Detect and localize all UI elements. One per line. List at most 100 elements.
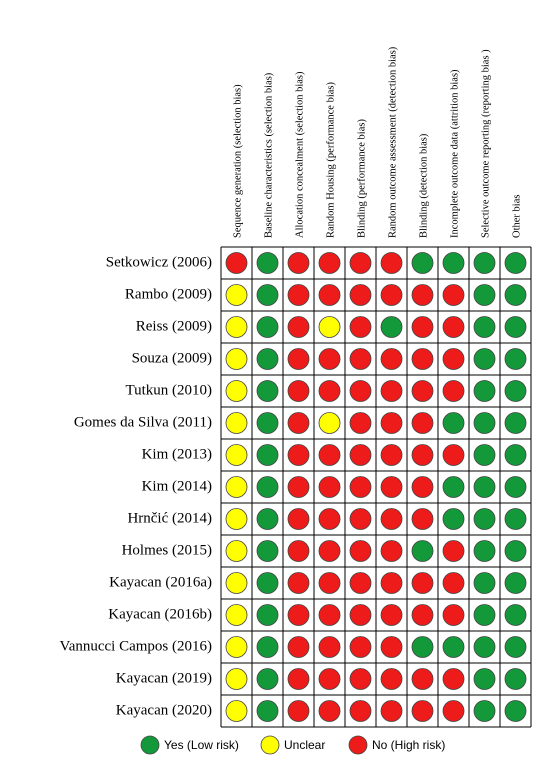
rating xyxy=(318,668,341,690)
rating xyxy=(225,252,248,274)
rating xyxy=(504,284,527,306)
study-label: Holmes (2015) xyxy=(122,542,212,558)
rating xyxy=(318,476,341,498)
study-label: Souza (2009) xyxy=(132,350,212,366)
column-header: Incomplete outcome data (attrition bias) xyxy=(450,69,461,238)
rating xyxy=(504,572,527,594)
rating xyxy=(256,380,279,402)
rating xyxy=(225,700,248,722)
rating xyxy=(256,252,279,274)
rating xyxy=(442,316,465,338)
legend-label: Yes (Low risk) xyxy=(164,738,239,752)
rating xyxy=(287,444,310,466)
rating xyxy=(442,508,465,530)
rating xyxy=(411,636,434,658)
study-label: Gomes da Silva (2011) xyxy=(74,414,212,430)
rating xyxy=(349,604,372,626)
rating xyxy=(349,476,372,498)
rating xyxy=(256,636,279,658)
rating xyxy=(473,508,496,530)
rating xyxy=(225,476,248,498)
rating xyxy=(256,508,279,530)
rating xyxy=(318,252,341,274)
study-label: Kim (2013) xyxy=(142,446,212,462)
rating xyxy=(380,412,403,434)
rating xyxy=(473,572,496,594)
rating xyxy=(442,284,465,306)
column-header: Selective outcome reporting (reporting b… xyxy=(481,49,492,238)
rating xyxy=(504,604,527,626)
rating xyxy=(411,316,434,338)
rating xyxy=(287,284,310,306)
rating xyxy=(504,508,527,530)
rating xyxy=(380,444,403,466)
rating xyxy=(225,348,248,370)
rating xyxy=(256,444,279,466)
study-label: Kayacan (2016b) xyxy=(108,606,212,622)
rating xyxy=(504,476,527,498)
rating xyxy=(442,412,465,434)
rating xyxy=(504,316,527,338)
rating xyxy=(349,380,372,402)
rating xyxy=(411,444,434,466)
rating xyxy=(287,540,310,562)
rating xyxy=(256,668,279,690)
rating xyxy=(225,572,248,594)
rating xyxy=(225,412,248,434)
study-label: Kayacan (2016a) xyxy=(109,574,212,590)
rating xyxy=(442,380,465,402)
rating xyxy=(256,572,279,594)
rating xyxy=(380,476,403,498)
rating xyxy=(411,348,434,370)
rating xyxy=(504,540,527,562)
rating xyxy=(473,604,496,626)
rating xyxy=(380,572,403,594)
rating xyxy=(349,444,372,466)
legend-swatch xyxy=(140,735,160,755)
rating xyxy=(380,668,403,690)
rating xyxy=(442,444,465,466)
rating xyxy=(411,380,434,402)
column-header: Blinding (detection bias) xyxy=(419,133,430,238)
rating xyxy=(380,284,403,306)
study-label: Vannucci Campos (2016) xyxy=(60,638,212,654)
rating xyxy=(225,636,248,658)
column-header: Random outcome assessment (detection bia… xyxy=(388,46,399,238)
rating xyxy=(411,412,434,434)
study-label: Rambo (2009) xyxy=(125,286,212,302)
rating xyxy=(287,604,310,626)
column-header: Other bias xyxy=(512,195,523,238)
rating xyxy=(473,476,496,498)
rating xyxy=(380,604,403,626)
rating xyxy=(318,572,341,594)
rating xyxy=(380,252,403,274)
rating xyxy=(504,636,527,658)
rating xyxy=(411,508,434,530)
rating xyxy=(287,380,310,402)
rating xyxy=(318,284,341,306)
rating xyxy=(225,508,248,530)
rating xyxy=(256,412,279,434)
rating xyxy=(349,252,372,274)
rating xyxy=(442,572,465,594)
rating xyxy=(349,636,372,658)
study-label: Setkowicz (2006) xyxy=(106,254,212,270)
rating xyxy=(442,700,465,722)
rating xyxy=(380,348,403,370)
rating xyxy=(287,636,310,658)
study-label: Hrnčić (2014) xyxy=(127,510,212,526)
rating xyxy=(442,348,465,370)
column-header: Baseline characteristics (selection bias… xyxy=(264,72,275,238)
rating xyxy=(411,668,434,690)
rating xyxy=(225,284,248,306)
rating xyxy=(473,540,496,562)
rating xyxy=(225,316,248,338)
rating xyxy=(442,540,465,562)
column-header: Sequence generation (selection bias) xyxy=(233,84,244,238)
study-label: Kim (2014) xyxy=(142,478,212,494)
rating xyxy=(287,316,310,338)
rating xyxy=(287,252,310,274)
rating xyxy=(225,604,248,626)
rating xyxy=(473,316,496,338)
